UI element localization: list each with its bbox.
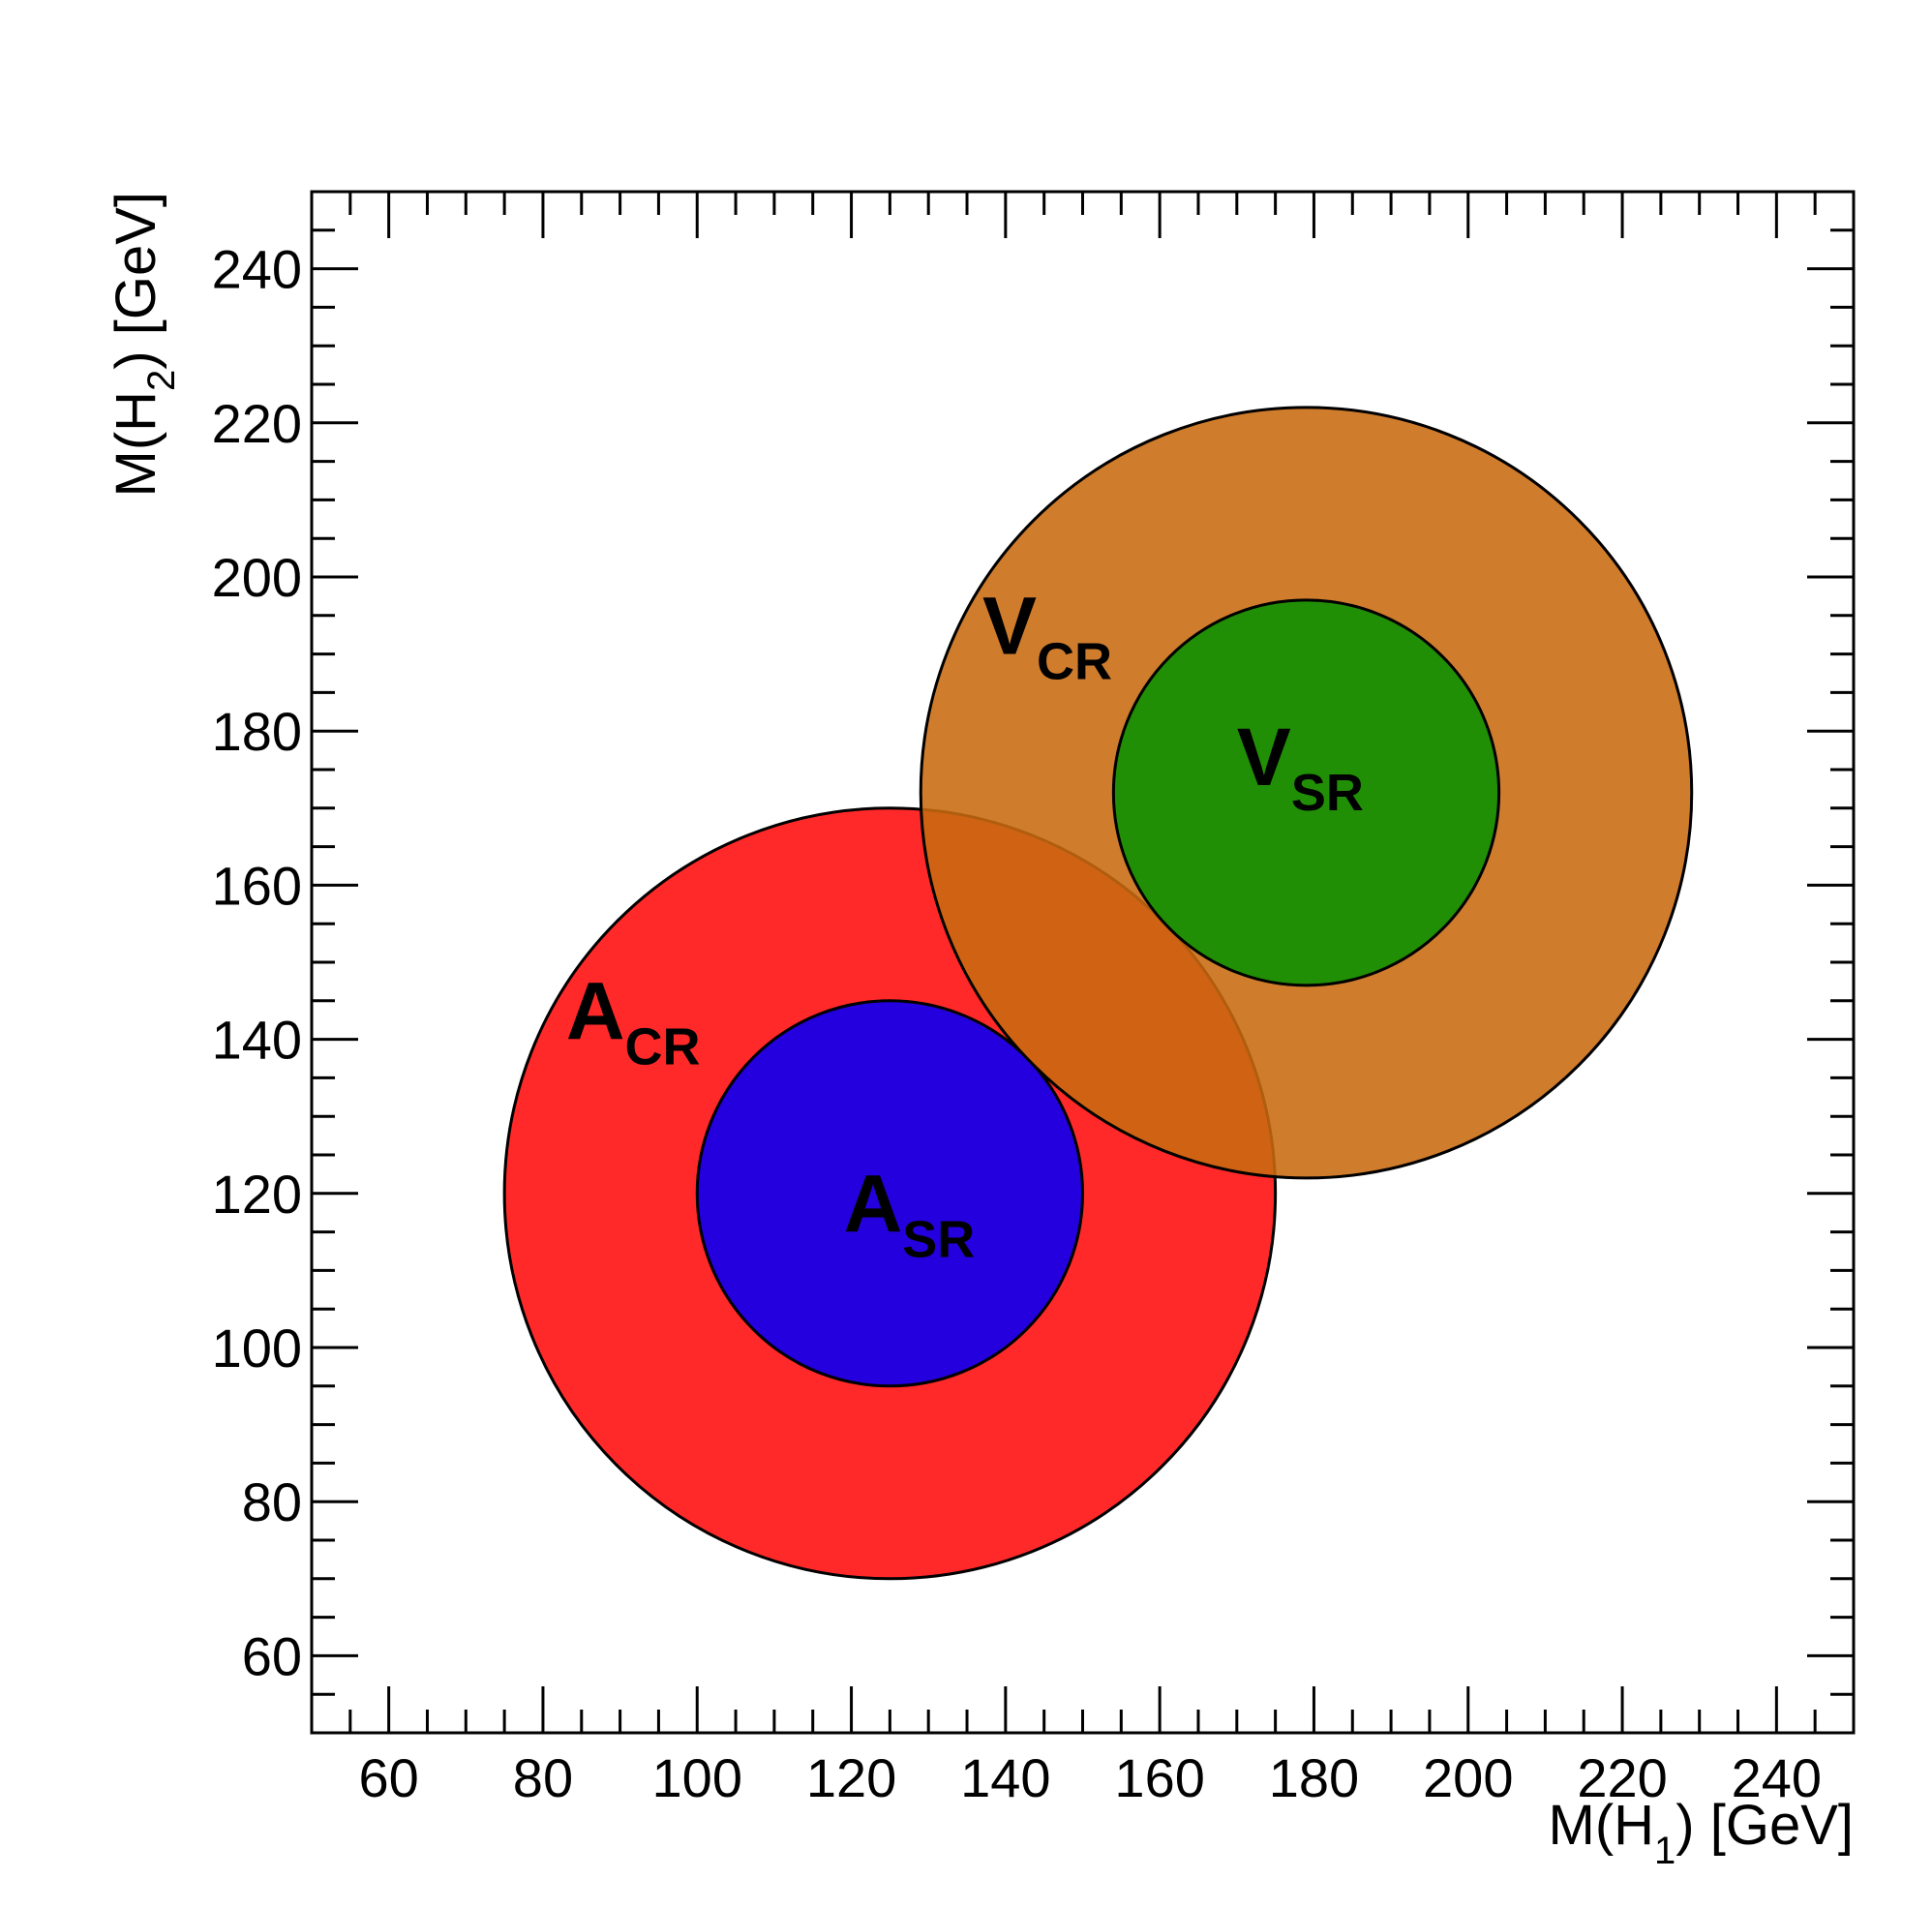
y-tick-label: 180 — [212, 701, 302, 762]
x-tick-label: 140 — [960, 1747, 1050, 1808]
y-tick-label: 220 — [212, 393, 302, 454]
x-tick-labels: 60 80 100 120 140 160 180 200 220 240 — [359, 1747, 1823, 1808]
x-tick-label: 240 — [1732, 1747, 1822, 1808]
x-tick-label: 160 — [1114, 1747, 1204, 1808]
v-sr-region — [1111, 598, 1501, 987]
x-tick-label: 120 — [806, 1747, 896, 1808]
y-tick-label: 160 — [212, 855, 302, 916]
y-tick-label: 120 — [212, 1164, 302, 1225]
x-axis-title: M(H1) [GeV] — [1549, 1794, 1854, 1872]
y-axis-title: M(H2) [GeV] — [105, 192, 183, 497]
x-tick-label: 100 — [652, 1747, 742, 1808]
y-tick-labels: 60 80 100 120 140 160 180 200 220 240 — [212, 239, 302, 1687]
v-cr-label: VCR — [982, 581, 1112, 691]
y-tick-label: 100 — [212, 1318, 302, 1379]
a-cr-label: ACR — [566, 966, 701, 1076]
a-sr-region — [695, 999, 1084, 1388]
region-labels-layer: ACR ASR VCR VSR — [566, 581, 1364, 1269]
y-tick-label: 80 — [242, 1471, 302, 1532]
x-tick-label: 80 — [513, 1747, 573, 1808]
axis-ticks — [312, 192, 1854, 1733]
x-tick-label: 60 — [359, 1747, 419, 1808]
y-tick-label: 140 — [212, 1010, 302, 1071]
y-tick-label: 200 — [212, 547, 302, 608]
y-tick-label: 240 — [212, 239, 302, 300]
v-sr-label: VSR — [1237, 712, 1364, 822]
a-sr-label: ASR — [844, 1159, 976, 1269]
x-tick-label: 220 — [1577, 1747, 1667, 1808]
x-tick-label: 200 — [1423, 1747, 1513, 1808]
y-tick-label: 60 — [242, 1625, 302, 1686]
x-tick-label: 180 — [1269, 1747, 1359, 1808]
regions-layer — [502, 406, 1694, 1581]
